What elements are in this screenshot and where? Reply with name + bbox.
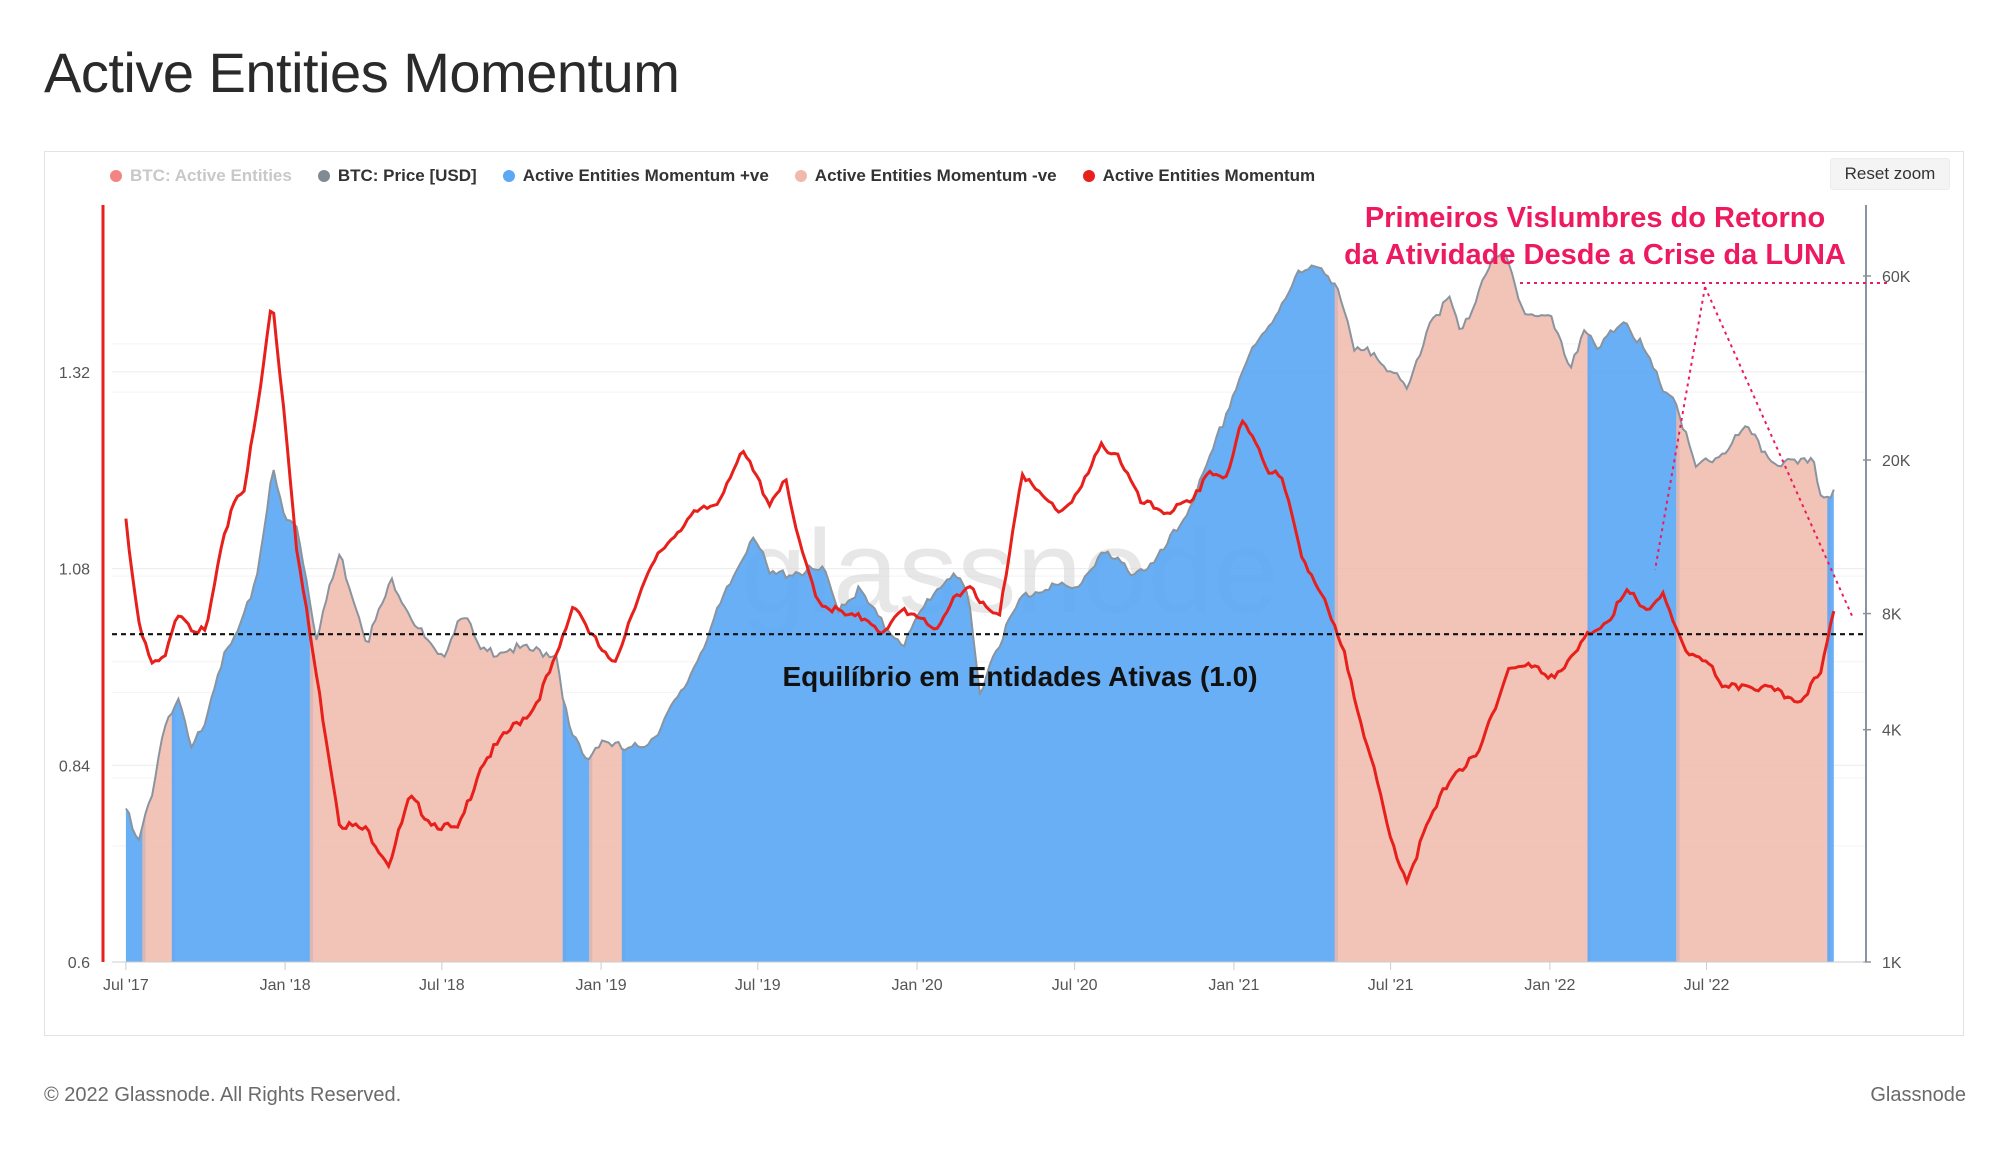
area-positive-8 — [1587, 322, 1680, 962]
x-tick-label: Jul '22 — [1684, 977, 1730, 994]
legend-dot-momentum-negative — [794, 170, 807, 182]
legend-item-active-entities[interactable]: BTC: Active Entities — [110, 166, 292, 186]
y-right-tick-label: 8K — [1882, 607, 1902, 624]
legend-item-momentum-positive[interactable]: Active Entities Momentum +ve — [502, 166, 769, 186]
momentum-area — [125, 253, 1834, 962]
copyright-text: © 2022 Glassnode. All Rights Reserved. — [44, 1084, 402, 1106]
x-tick-label: Jul '17 — [103, 977, 149, 994]
annotation-group: Primeiros Vislumbres do Retorno da Ativi… — [1344, 202, 1890, 619]
legend-dot-active-entities — [110, 170, 122, 182]
y-left-tick-label: 0.84 — [59, 758, 90, 775]
x-tick-label: Jan '19 — [576, 977, 627, 994]
area-positive-10 — [1827, 489, 1834, 962]
area-negative-9 — [1676, 404, 1831, 962]
page-title: Active Entities Momentum — [44, 41, 680, 104]
y-left-tick-label: 1.32 — [59, 365, 90, 382]
chart-frame — [44, 151, 1964, 1036]
legend-label-momentum-negative: Active Entities Momentum -ve — [814, 166, 1057, 185]
x-tick-label: Jan '21 — [1208, 977, 1259, 994]
reset-zoom-button[interactable]: Reset zoom — [1830, 158, 1950, 190]
x-tick-label: Jul '18 — [419, 977, 465, 994]
annotation-pointer-left — [1654, 286, 1706, 571]
legend-label-active-entities: BTC: Active Entities — [130, 166, 292, 185]
area-positive-4 — [562, 698, 593, 962]
legend-label-momentum: Active Entities Momentum — [1102, 166, 1316, 185]
legend-item-price[interactable]: BTC: Price [USD] — [317, 166, 477, 186]
area-positive-0 — [125, 808, 146, 962]
y-right-tick-label: 60K — [1882, 269, 1911, 286]
momentum-line — [124, 308, 1836, 887]
axes: 0.6 0.84 1.08 1.32 1K 4K 8K 20K 60K Jul '17 Jan '1… — [59, 205, 1911, 994]
area-negative-3 — [309, 554, 566, 962]
price-line-group — [125, 252, 1835, 843]
legend-dot-momentum-positive — [502, 170, 515, 182]
x-tick-label: Jan '18 — [260, 977, 311, 994]
x-tick-label: Jan '22 — [1524, 977, 1575, 994]
legend-item-momentum-negative[interactable]: Active Entities Momentum -ve — [794, 166, 1057, 186]
price-line — [125, 252, 1835, 843]
y-right-tick-label: 20K — [1882, 453, 1911, 470]
equilibrium-label: Equilíbrio em Entidades Ativas (1.0) — [782, 661, 1257, 692]
area-negative-5 — [589, 740, 626, 962]
legend-label-price: BTC: Price [USD] — [337, 166, 477, 185]
area-negative-1 — [142, 705, 176, 962]
legend-dot-momentum — [1082, 170, 1095, 182]
x-tick-label: Jul '20 — [1052, 977, 1098, 994]
annotation-pointer-right — [1704, 286, 1854, 619]
brand-text: Glassnode — [1870, 1084, 1966, 1106]
area-positive-6 — [621, 265, 1338, 962]
area-positive-2 — [171, 470, 314, 962]
momentum-line-group — [124, 308, 1836, 887]
y-left-tick-label: 1.08 — [59, 562, 90, 579]
y-left-tick-label: 0.6 — [68, 955, 90, 972]
annotation-line-1: Primeiros Vislumbres do Retorno — [1365, 202, 1825, 234]
legend-label-momentum-positive: Active Entities Momentum +ve — [522, 166, 769, 185]
chart-legend: BTC: Active Entities BTC: Price [USD] Ac… — [110, 166, 1315, 186]
annotation-line-2: da Atividade Desde a Crise da LUNA — [1344, 239, 1846, 271]
y-right-tick-label: 1K — [1882, 955, 1902, 972]
x-tick-label: Jan '20 — [892, 977, 943, 994]
x-tick-label: Jul '21 — [1368, 977, 1414, 994]
area-negative-7 — [1334, 253, 1591, 962]
legend-dot-price — [317, 170, 330, 182]
x-tick-label: Jul '19 — [735, 977, 781, 994]
y-right-tick-label: 4K — [1882, 723, 1902, 740]
legend-item-momentum[interactable]: Active Entities Momentum — [1082, 166, 1316, 186]
